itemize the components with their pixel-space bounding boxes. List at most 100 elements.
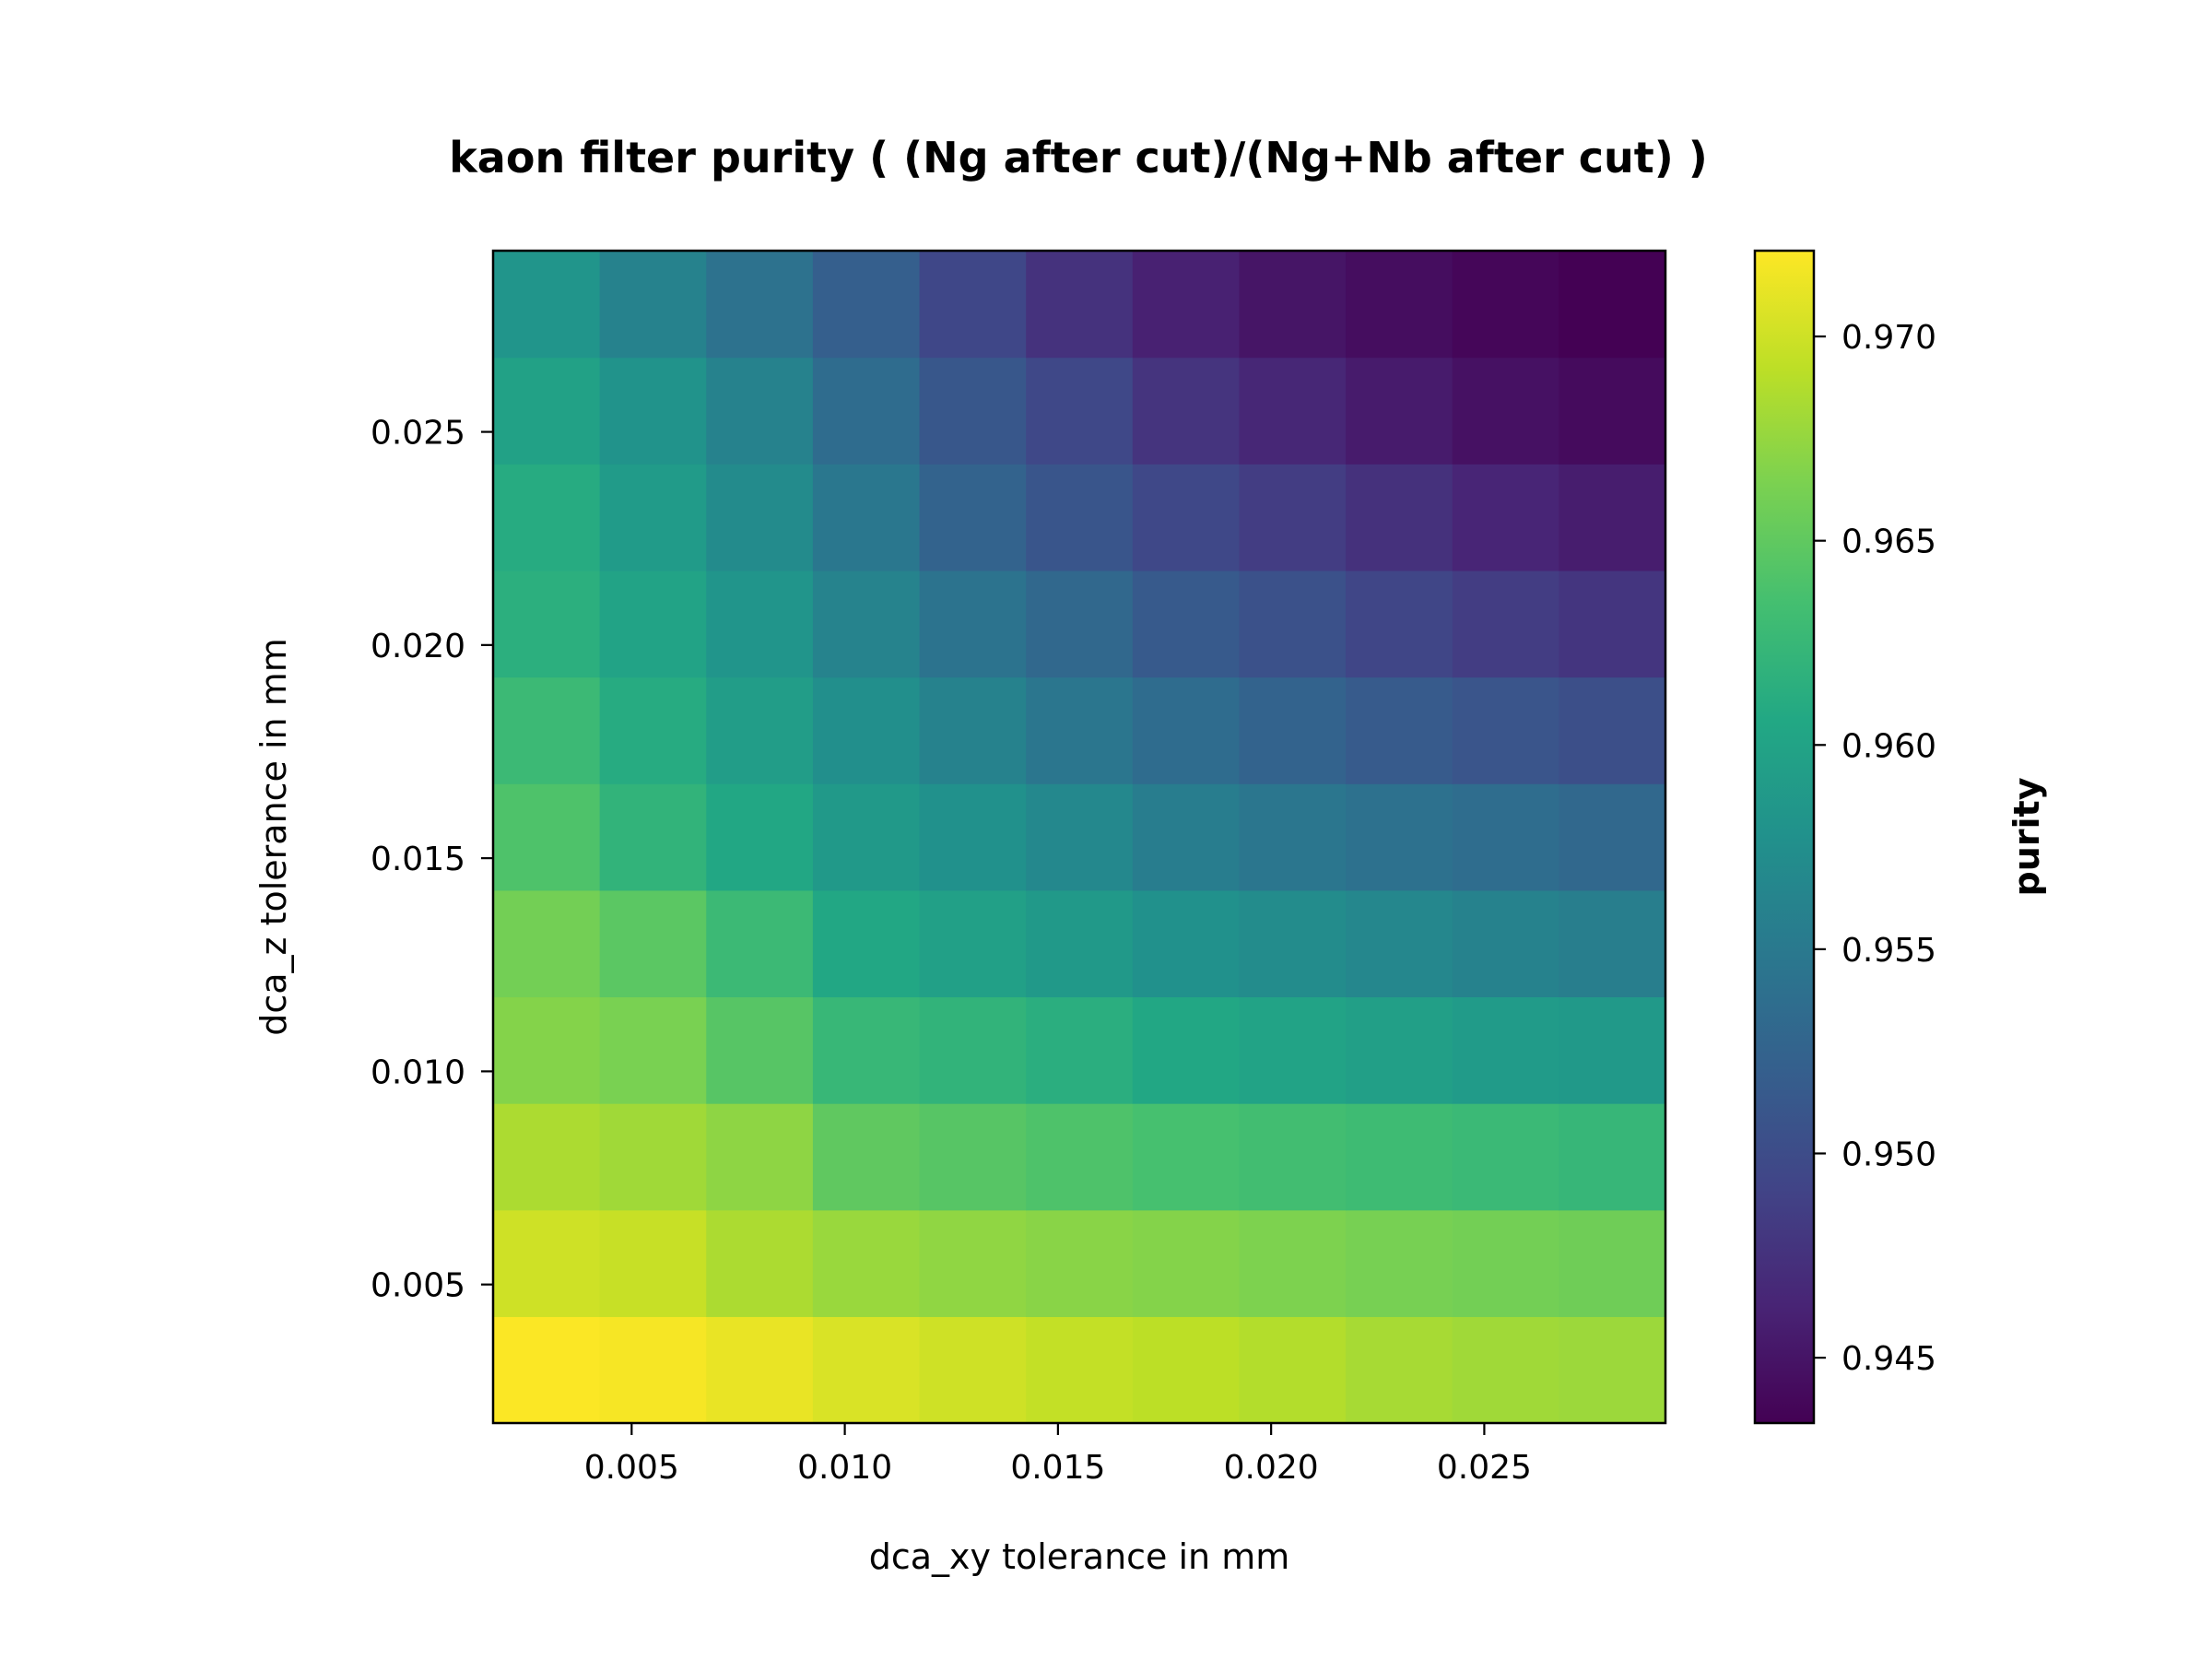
heatmap-cell xyxy=(1346,251,1453,359)
colorbar xyxy=(1755,251,1814,1423)
heatmap-cell xyxy=(1132,996,1241,1104)
heatmap-cell xyxy=(493,357,601,465)
heatmap-cell xyxy=(812,1209,921,1317)
heatmap-cell xyxy=(1026,677,1134,784)
heatmap-cell xyxy=(1132,357,1241,465)
heatmap-cell xyxy=(919,889,1027,998)
heatmap-cell xyxy=(1346,570,1453,678)
colorbar-tick-label: 0.955 xyxy=(1841,932,1936,970)
heatmap-cell xyxy=(1559,251,1666,359)
heatmap-cell xyxy=(812,783,921,891)
heatmap-cell xyxy=(599,1209,707,1317)
heatmap-cell xyxy=(1559,570,1666,678)
heatmap-cell xyxy=(1559,464,1666,571)
y-tick-label: 0.015 xyxy=(371,841,465,878)
heatmap-cell xyxy=(706,783,814,891)
heatmap-cell xyxy=(1239,1103,1347,1211)
heatmap-cell xyxy=(1026,251,1134,359)
heatmap-cell xyxy=(1346,677,1453,784)
x-axis-label: dca_xy tolerance in mm xyxy=(869,1536,1290,1577)
heatmap-cell xyxy=(706,464,814,571)
heatmap-cell xyxy=(919,251,1027,359)
heatmap-cell xyxy=(1452,570,1559,678)
heatmap-cell xyxy=(1346,1209,1453,1317)
heatmap-cell xyxy=(812,996,921,1104)
heatmap-cell xyxy=(1452,1209,1559,1317)
heatmap-cell xyxy=(1239,464,1347,571)
heatmap-cell xyxy=(1346,1103,1453,1211)
heatmap-cell xyxy=(599,1103,707,1211)
heatmap-cell xyxy=(1346,783,1453,891)
heatmap-cell xyxy=(1559,357,1666,465)
colorbar-tick-label: 0.950 xyxy=(1841,1135,1936,1173)
heatmap-cell xyxy=(599,251,707,359)
heatmap-cell xyxy=(812,1103,921,1211)
colorbar-tick-label: 0.970 xyxy=(1841,319,1936,357)
heatmap-cell xyxy=(812,677,921,784)
heatmap-cell xyxy=(812,889,921,998)
heatmap-cell xyxy=(599,677,707,784)
heatmap-cell xyxy=(919,1103,1027,1211)
heatmap-cell xyxy=(1452,357,1559,465)
heatmap-cell xyxy=(919,1316,1027,1424)
colorbar-tick-label: 0.960 xyxy=(1841,727,1936,765)
heatmap-cell xyxy=(1132,570,1241,678)
heatmap-cell xyxy=(1132,464,1241,571)
x-tick-label: 0.010 xyxy=(797,1449,892,1487)
heatmap-cell xyxy=(1346,1316,1453,1424)
heatmap-cell xyxy=(1239,1316,1347,1424)
heatmap-cell xyxy=(493,251,601,359)
heatmap-cell xyxy=(599,996,707,1104)
heatmap-cell xyxy=(1559,783,1666,891)
heatmap-cell xyxy=(1026,1103,1134,1211)
y-tick-label: 0.020 xyxy=(371,628,465,665)
heatmap-cell xyxy=(1026,464,1134,571)
heatmap-cell xyxy=(812,357,921,465)
heatmap-cell xyxy=(1559,1316,1666,1424)
heatmap-cell xyxy=(919,677,1027,784)
colorbar-axis: 0.945 0.950 0.955 0.960 0.965 0.970 xyxy=(1814,319,1936,1378)
colorbar-tick-label: 0.965 xyxy=(1841,524,1936,561)
heatmap-cell xyxy=(1239,357,1347,465)
chart-title: kaon filter purity ( (Ng after cut)/(Ng+… xyxy=(449,133,1708,182)
heatmap-cells xyxy=(493,251,1666,1424)
heatmap-cell xyxy=(706,251,814,359)
heatmap-cell xyxy=(1132,1316,1241,1424)
y-tick-label: 0.010 xyxy=(371,1053,465,1091)
x-axis: 0.005 0.010 0.015 0.020 0.025 xyxy=(584,1423,1532,1487)
heatmap-cell xyxy=(1132,889,1241,998)
heatmap-cell xyxy=(1452,677,1559,784)
heatmap-cell xyxy=(1132,677,1241,784)
heatmap-cell xyxy=(1346,889,1453,998)
heatmap-cell xyxy=(1239,677,1347,784)
x-tick-label: 0.020 xyxy=(1224,1449,1319,1487)
heatmap-cell xyxy=(1559,889,1666,998)
heatmap-cell xyxy=(1346,357,1453,465)
heatmap-cell xyxy=(1239,570,1347,678)
colorbar-frame xyxy=(1753,249,1816,1425)
heatmap-cell xyxy=(493,783,601,891)
x-tick-label: 0.015 xyxy=(1010,1449,1105,1487)
heatmap-cell xyxy=(706,1103,814,1211)
heatmap-cell xyxy=(493,889,601,998)
heatmap-cell xyxy=(1239,251,1347,359)
colorbar-label: purity xyxy=(2006,777,2047,896)
colorbar-tick-label: 0.945 xyxy=(1841,1340,1936,1378)
heatmap-cell xyxy=(812,464,921,571)
heatmap-cell xyxy=(812,1316,921,1424)
heatmap-cell xyxy=(493,464,601,571)
heatmap-cell xyxy=(599,1316,707,1424)
heatmap-cell xyxy=(599,783,707,891)
heatmap-cell xyxy=(1452,889,1559,998)
heatmap-cell xyxy=(706,677,814,784)
heatmap-cell xyxy=(919,357,1027,465)
heatmap-cell xyxy=(1559,677,1666,784)
y-axis: 0.005 0.010 0.015 0.020 0.025 xyxy=(371,415,493,1305)
plot-frame xyxy=(491,249,1667,1425)
heatmap-cell xyxy=(1346,464,1453,571)
heatmap-cell xyxy=(706,1209,814,1317)
heatmap-cell xyxy=(493,1103,601,1211)
heatmap-cell xyxy=(1026,570,1134,678)
heatmap-cell xyxy=(706,570,814,678)
